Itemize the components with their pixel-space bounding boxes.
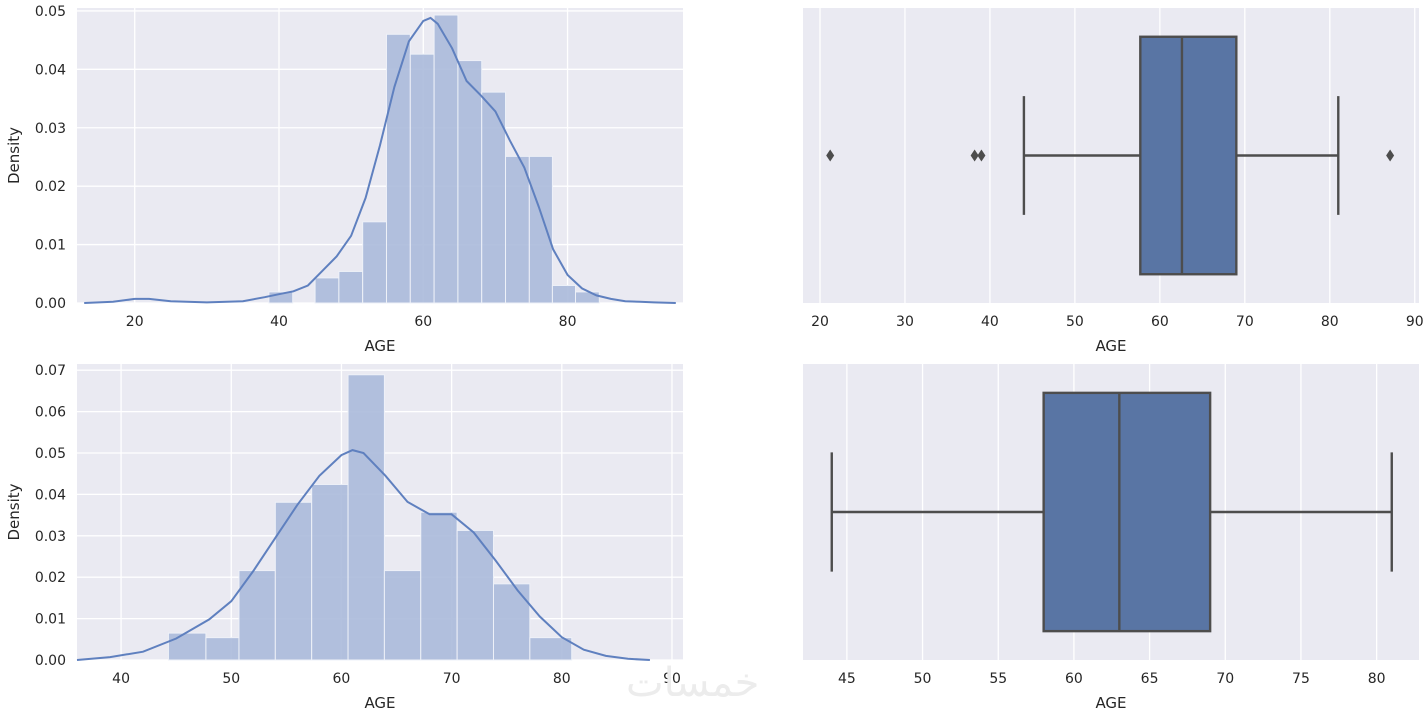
hist-plot-bottom: 40 50 60 70 80 90 0.00 0.01 0.02 0.03 0.04 0.05 0.06… <box>5 363 683 712</box>
x-tick-label: 60 <box>414 314 432 330</box>
histogram-bar <box>268 291 294 304</box>
x-tick-label: 20 <box>126 314 144 330</box>
box-plot-top: 20 30 40 50 60 70 80 90 AGE <box>803 8 1424 355</box>
histogram-bar <box>505 155 530 304</box>
x-tick-label: 90 <box>663 671 681 687</box>
x-axis-label: AGE <box>364 337 395 355</box>
y-tick-label: 0.05 <box>35 446 66 462</box>
histogram-bar <box>409 53 435 304</box>
x-tick-label: 20 <box>811 314 829 330</box>
histogram-bar <box>274 501 313 661</box>
x-tick-label: 30 <box>896 314 914 330</box>
y-tick-label: 0.00 <box>35 296 66 312</box>
y-tick-label: 0.00 <box>35 653 66 669</box>
x-axis-label: AGE <box>1095 337 1126 355</box>
histogram-bar <box>338 270 364 304</box>
outlier-point <box>826 149 835 162</box>
y-tick-label: 0.02 <box>35 570 66 586</box>
x-tick-label: 40 <box>981 314 999 330</box>
outlier-point <box>977 149 986 162</box>
x-tick-label: 60 <box>333 671 351 687</box>
kde-line <box>76 449 650 661</box>
iqr-box <box>1042 391 1212 633</box>
histogram-bar <box>238 570 276 661</box>
y-tick-label: 0.01 <box>35 612 66 628</box>
histogram-bar <box>551 284 577 304</box>
histogram-bar <box>433 14 459 304</box>
y-axis-label: Density <box>5 127 23 184</box>
x-tick-label: 70 <box>1236 314 1254 330</box>
hist-plot-top: 20 40 60 80 0.00 0.01 0.02 0.03 0.04 0.05 Density A… <box>5 4 683 355</box>
kde-line <box>84 16 676 304</box>
outlier-point <box>1386 149 1395 162</box>
x-tick-label: 70 <box>1216 671 1234 687</box>
x-axis-label: AGE <box>364 694 395 712</box>
y-tick-label: 0.04 <box>35 62 66 78</box>
x-tick-label: 90 <box>1406 314 1424 330</box>
x-tick-label: 65 <box>1141 671 1159 687</box>
x-tick-label: 50 <box>1066 314 1084 330</box>
x-tick-label: 60 <box>1151 314 1169 330</box>
x-tick-label: 70 <box>443 671 461 687</box>
histogram-bar <box>362 221 387 304</box>
x-tick-label: 50 <box>222 671 240 687</box>
x-tick-label: 80 <box>553 671 571 687</box>
y-tick-label: 0.03 <box>35 529 66 545</box>
y-tick-label: 0.04 <box>35 487 66 503</box>
histogram-bar <box>311 483 349 661</box>
histogram-bar <box>347 374 385 661</box>
histogram-bar <box>492 583 531 661</box>
x-tick-label: 60 <box>1065 671 1083 687</box>
histogram-bar <box>167 632 207 661</box>
x-tick-label: 80 <box>559 314 577 330</box>
histogram-bar <box>383 570 422 661</box>
x-tick-label: 40 <box>112 671 130 687</box>
histogram-bar <box>420 511 458 661</box>
y-tick-label: 0.01 <box>35 238 66 254</box>
outlier-point <box>970 149 979 162</box>
y-tick-label: 0.03 <box>35 121 66 137</box>
x-tick-label: 50 <box>914 671 932 687</box>
histogram-bar <box>575 291 600 304</box>
y-tick-label: 0.02 <box>35 179 66 195</box>
histogram-bar <box>457 60 483 304</box>
y-tick-label: 0.07 <box>35 363 66 379</box>
x-axis-label: AGE <box>1095 694 1126 712</box>
x-tick-label: 75 <box>1292 671 1310 687</box>
x-tick-label: 45 <box>838 671 856 687</box>
iqr-box <box>1139 35 1238 276</box>
x-tick-label: 80 <box>1368 671 1386 687</box>
histogram-bar <box>529 637 573 661</box>
histogram-bar <box>314 277 340 304</box>
histogram-bar <box>205 637 240 661</box>
histogram-bar <box>456 529 494 661</box>
watermark: خمسات <box>626 660 760 706</box>
y-tick-label: 0.06 <box>35 405 66 421</box>
box-plot-bottom: 45 50 55 60 65 70 75 80 AGE <box>803 364 1419 712</box>
y-axis-label: Density <box>5 483 23 540</box>
y-tick-label: 0.05 <box>35 4 66 20</box>
x-tick-label: 80 <box>1321 314 1339 330</box>
x-tick-label: 40 <box>270 314 288 330</box>
x-tick-label: 55 <box>989 671 1007 687</box>
histogram-bar <box>528 155 553 304</box>
